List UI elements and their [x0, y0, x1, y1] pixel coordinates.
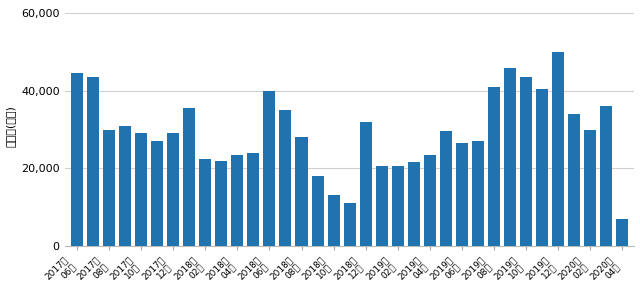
Bar: [376, 166, 388, 246]
Bar: [264, 91, 275, 246]
Y-axis label: 거래량(건수): 거래량(건수): [6, 105, 15, 147]
Bar: [120, 126, 131, 246]
Bar: [200, 158, 211, 246]
Bar: [440, 131, 452, 246]
Bar: [536, 89, 548, 246]
Bar: [232, 155, 243, 246]
Bar: [472, 141, 484, 246]
Bar: [152, 141, 163, 246]
Bar: [216, 161, 227, 246]
Bar: [616, 219, 628, 246]
Bar: [424, 155, 436, 246]
Bar: [392, 166, 404, 246]
Bar: [408, 163, 420, 246]
Bar: [568, 114, 580, 246]
Bar: [184, 108, 195, 246]
Bar: [104, 130, 115, 246]
Bar: [456, 143, 468, 246]
Bar: [88, 77, 99, 246]
Bar: [72, 73, 83, 246]
Bar: [360, 122, 372, 246]
Bar: [296, 137, 307, 246]
Bar: [312, 176, 323, 246]
Bar: [344, 203, 356, 246]
Bar: [520, 77, 532, 246]
Bar: [600, 106, 612, 246]
Bar: [136, 133, 147, 246]
Bar: [248, 153, 259, 246]
Bar: [280, 110, 291, 246]
Bar: [328, 196, 339, 246]
Bar: [504, 68, 516, 246]
Bar: [584, 130, 596, 246]
Bar: [168, 133, 179, 246]
Bar: [552, 52, 564, 246]
Bar: [488, 87, 500, 246]
